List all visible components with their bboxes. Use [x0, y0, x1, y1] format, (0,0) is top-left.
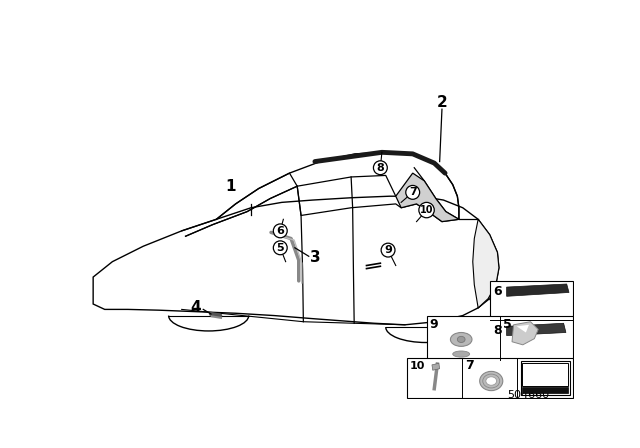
Ellipse shape [458, 336, 465, 343]
Text: 5: 5 [503, 318, 511, 332]
Text: 6: 6 [276, 226, 284, 236]
Polygon shape [516, 325, 529, 332]
Polygon shape [512, 322, 538, 345]
Circle shape [273, 224, 287, 238]
Ellipse shape [480, 371, 503, 391]
Polygon shape [396, 173, 459, 222]
Text: 5: 5 [276, 243, 284, 253]
Circle shape [381, 243, 395, 257]
Circle shape [406, 185, 420, 199]
Text: 8: 8 [493, 324, 501, 337]
Polygon shape [522, 387, 568, 393]
Circle shape [419, 202, 435, 218]
Polygon shape [406, 358, 573, 398]
Polygon shape [507, 323, 566, 336]
Text: 8: 8 [376, 163, 384, 173]
Polygon shape [427, 315, 573, 360]
Text: 9: 9 [384, 245, 392, 255]
Polygon shape [507, 284, 569, 296]
Polygon shape [473, 220, 499, 308]
Ellipse shape [451, 332, 472, 346]
Text: 504660: 504660 [507, 390, 549, 400]
Text: 10: 10 [420, 205, 433, 215]
Text: 4: 4 [190, 300, 201, 315]
Text: 6: 6 [493, 285, 501, 298]
Polygon shape [520, 361, 570, 395]
Polygon shape [522, 362, 568, 386]
Circle shape [273, 241, 287, 255]
Ellipse shape [452, 351, 470, 357]
Polygon shape [432, 363, 440, 370]
Text: 3: 3 [310, 250, 320, 265]
Text: 1: 1 [225, 179, 236, 194]
Circle shape [373, 161, 387, 175]
Text: 7: 7 [465, 359, 474, 372]
Text: 7: 7 [409, 187, 417, 198]
Text: 2: 2 [436, 95, 447, 110]
Polygon shape [490, 281, 573, 359]
Text: 10: 10 [410, 361, 425, 370]
Text: 9: 9 [429, 318, 438, 332]
Ellipse shape [486, 377, 497, 385]
